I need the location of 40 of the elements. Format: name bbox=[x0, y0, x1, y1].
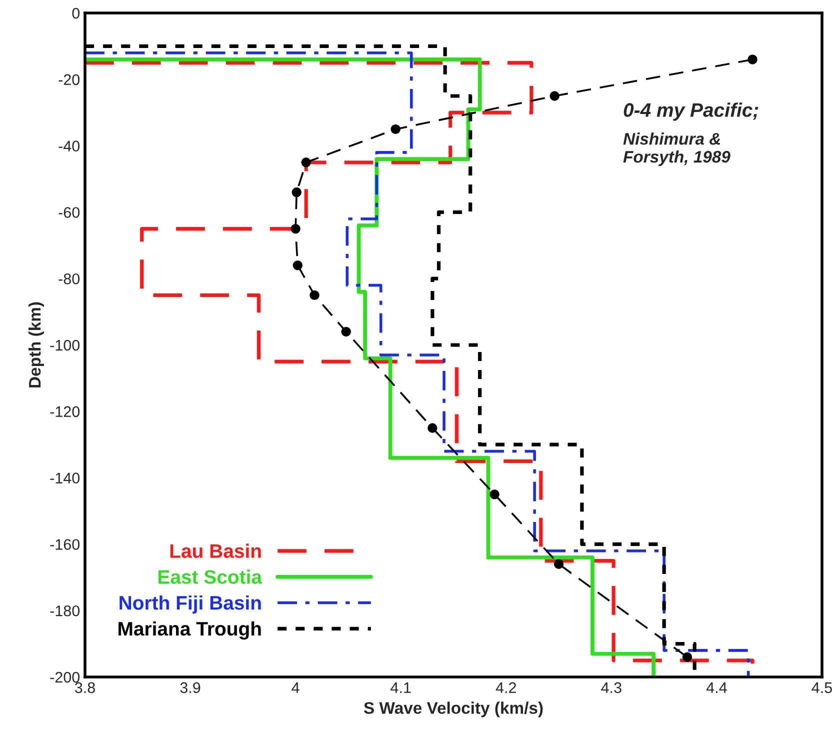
x-tick-label: 4.4 bbox=[706, 682, 727, 693]
legend-label: Mariana Trough bbox=[118, 621, 261, 640]
point bbox=[290, 224, 300, 234]
y-tick-label: -200 bbox=[50, 672, 80, 683]
y-tick-label: -40 bbox=[58, 140, 80, 152]
point bbox=[310, 290, 320, 300]
point bbox=[490, 490, 500, 500]
x-tick-label: 4.1 bbox=[390, 682, 411, 693]
y-tick-label: -80 bbox=[58, 273, 80, 284]
x-tick-label: 3.8 bbox=[74, 682, 95, 694]
y-tick-label: -100 bbox=[50, 340, 80, 351]
y-tick-label: -140 bbox=[50, 472, 80, 484]
point bbox=[428, 423, 438, 433]
y-axis-title: Depth (km) bbox=[28, 302, 44, 388]
y-tick-label: -120 bbox=[50, 406, 80, 418]
x-tick-label: 4.5 bbox=[812, 682, 832, 694]
y-tick-label: -20 bbox=[58, 74, 80, 86]
point bbox=[554, 559, 564, 569]
x-tick-label: 3.9 bbox=[180, 682, 200, 694]
y-tick-label: 0 bbox=[72, 8, 80, 19]
x-tick-label: 4.2 bbox=[496, 682, 516, 693]
legend-label: North Fiji Basin bbox=[120, 595, 261, 614]
x-tick-label: 4 bbox=[292, 682, 300, 693]
point bbox=[682, 652, 692, 662]
annotation: Nishimura & Forsyth, 1989 bbox=[623, 132, 730, 166]
x-tick-label: 4.3 bbox=[601, 682, 622, 694]
legend-label: East Scotia bbox=[158, 570, 262, 584]
annotation: 0-4 my Pacific; bbox=[624, 102, 758, 121]
point bbox=[292, 187, 302, 198]
x-axis-title: S Wave Velocity (km/s) bbox=[364, 702, 543, 718]
legend-label: Lau Basin bbox=[170, 544, 261, 558]
y-tick-label: -180 bbox=[50, 605, 80, 616]
point bbox=[341, 326, 351, 337]
point bbox=[390, 124, 400, 134]
y-tick-label: -60 bbox=[58, 207, 80, 218]
y-tick-label: -160 bbox=[50, 539, 80, 550]
point bbox=[550, 91, 560, 101]
point bbox=[292, 260, 303, 270]
point bbox=[748, 54, 758, 64]
point bbox=[301, 158, 311, 168]
